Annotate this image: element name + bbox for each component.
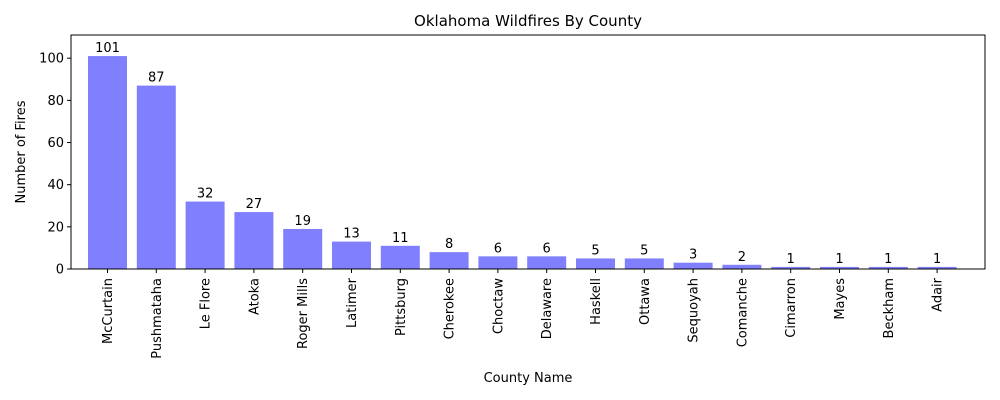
bar <box>136 85 176 269</box>
bar <box>624 258 664 269</box>
y-tick-label: 20 <box>47 220 64 235</box>
y-axis-label: Number of Fires <box>14 100 29 203</box>
x-tick-label: Mayes <box>833 278 848 320</box>
chart-title: Oklahoma Wildfires By County <box>414 12 642 30</box>
x-tick-label: Sequoyah <box>687 278 702 343</box>
data-label: 6 <box>543 241 551 256</box>
bar <box>380 245 420 269</box>
x-tick-label: Le Flore <box>199 278 214 329</box>
bar <box>722 264 762 269</box>
y-tick-label: 80 <box>47 94 64 109</box>
data-label: 101 <box>95 41 120 56</box>
x-tick-label: Haskell <box>589 278 604 325</box>
bars-group <box>88 56 957 269</box>
bar <box>868 266 908 269</box>
x-tick-label: Pushmataha <box>150 278 165 359</box>
bar <box>478 256 518 269</box>
x-tick-label: McCurtain <box>101 278 116 344</box>
bar <box>234 212 274 269</box>
data-label: 13 <box>343 227 360 242</box>
x-tick-label: Delaware <box>540 278 555 339</box>
y-tick-label: 60 <box>47 136 64 151</box>
bar <box>332 241 371 269</box>
bar <box>527 256 567 269</box>
x-tick-label: Latimer <box>345 277 360 328</box>
y-tick-label: 100 <box>39 52 64 67</box>
data-label: 2 <box>738 250 746 265</box>
bar <box>429 252 469 269</box>
x-tick-label: Ottawa <box>638 278 653 325</box>
data-label: 1 <box>933 252 941 267</box>
x-axis: McCurtain Pushmataha Le Flore Atoka Roger Mi… <box>101 269 946 359</box>
data-label: 19 <box>294 214 311 229</box>
data-label: 3 <box>689 248 697 263</box>
bar <box>88 56 127 269</box>
data-label: 6 <box>494 241 502 256</box>
bar <box>820 266 859 269</box>
x-tick-label: Pittsburg <box>394 278 409 336</box>
bar <box>673 262 713 269</box>
x-tick-label: Beckham <box>882 278 897 338</box>
data-label: 27 <box>246 197 263 212</box>
x-tick-label: Comanche <box>735 278 750 347</box>
bar <box>185 201 225 269</box>
data-label: 1 <box>884 252 892 267</box>
bar <box>917 266 957 269</box>
y-tick-label: 40 <box>47 178 64 193</box>
data-label: 8 <box>445 237 453 252</box>
x-tick-label: Cherokee <box>443 278 458 339</box>
data-label: 87 <box>148 71 165 86</box>
bar <box>771 266 811 269</box>
x-tick-label: Atoka <box>247 278 262 315</box>
x-tick-label: Choctaw <box>491 278 506 334</box>
x-tick-label: Adair <box>931 277 946 311</box>
data-label: 1 <box>787 252 795 267</box>
data-label: 11 <box>392 231 409 246</box>
plot-frame <box>70 34 986 270</box>
y-axis: 0 20 40 60 80 100 <box>39 52 71 278</box>
data-label: 32 <box>197 187 214 202</box>
data-label: 5 <box>591 243 599 258</box>
data-label: 1 <box>835 252 843 267</box>
bar <box>283 228 323 269</box>
data-label: 5 <box>640 243 648 258</box>
x-axis-label: County Name <box>484 371 573 386</box>
y-tick-label: 0 <box>56 263 64 278</box>
x-tick-label: Roger Mills <box>296 278 311 349</box>
x-tick-label: Cimarron <box>784 278 799 338</box>
bar <box>576 258 615 269</box>
